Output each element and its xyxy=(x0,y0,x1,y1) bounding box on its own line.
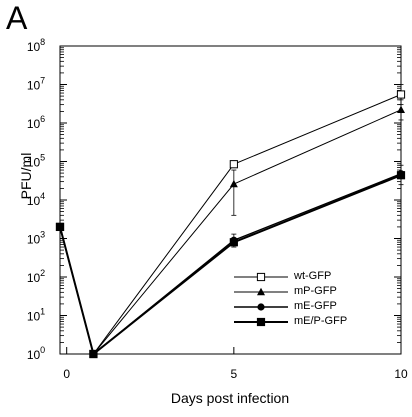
y-tick-label: 104 xyxy=(27,191,45,208)
data-point xyxy=(257,287,265,295)
series-line xyxy=(59,174,402,356)
series-line xyxy=(59,94,402,356)
data-point xyxy=(229,160,238,169)
data-point xyxy=(256,317,266,326)
data-point xyxy=(397,105,405,114)
legend-label: mE/P-GFP xyxy=(294,315,348,327)
data-point xyxy=(396,171,406,180)
y-tick-label: 100 xyxy=(27,345,45,362)
y-tick-label: 106 xyxy=(27,114,45,131)
series-mP-GFP xyxy=(56,99,405,358)
chart-axes: 100 101 102 103 104 105 106 107 108 0 5 10 xyxy=(27,37,408,381)
legend-label: wt-GFP xyxy=(294,270,332,282)
legend-item: mP-GFP xyxy=(232,284,347,299)
y-tick-label: 107 xyxy=(27,76,45,93)
series-wt-GFP xyxy=(55,84,406,359)
y-tick-label: 108 xyxy=(27,37,45,54)
y-tick-label: 102 xyxy=(27,268,45,285)
x-tick-label: 0 xyxy=(63,367,70,381)
x-axis-label: Days post infection xyxy=(170,390,290,406)
data-point xyxy=(257,302,265,311)
data-point xyxy=(229,179,238,188)
series-line xyxy=(59,109,402,356)
y-tick-label: 105 xyxy=(27,153,45,170)
series-mE/P-GFP xyxy=(55,171,406,359)
data-point xyxy=(256,272,266,281)
x-tick-label: 10 xyxy=(394,367,408,381)
data-point xyxy=(229,238,238,247)
legend-label: mP-GFP xyxy=(294,285,337,297)
plot-frame xyxy=(59,45,402,355)
panel-letter: A xyxy=(6,0,28,36)
data-point xyxy=(396,90,406,99)
y-tick-label: 101 xyxy=(27,307,45,324)
legend-item: mE/P-GFP xyxy=(232,314,347,329)
y-axis-label: PFU/ml xyxy=(18,152,34,200)
series-line xyxy=(59,173,402,356)
legend-item: wt-GFP xyxy=(232,269,347,284)
data-point xyxy=(89,349,98,359)
chart-series xyxy=(55,84,406,359)
legend-swatch xyxy=(234,302,288,311)
legend-label: mE-GFP xyxy=(294,300,337,312)
legend-item: mE-GFP xyxy=(232,299,347,314)
y-tick-label: 103 xyxy=(27,230,45,247)
legend-swatch xyxy=(234,272,288,281)
x-tick-label: 5 xyxy=(230,367,237,381)
legend-swatch xyxy=(234,317,288,326)
legend-swatch xyxy=(234,287,288,295)
data-point xyxy=(55,222,65,232)
legend: wt-GFP mP-GFP mE-GFP mE/P-GFP xyxy=(232,269,347,329)
